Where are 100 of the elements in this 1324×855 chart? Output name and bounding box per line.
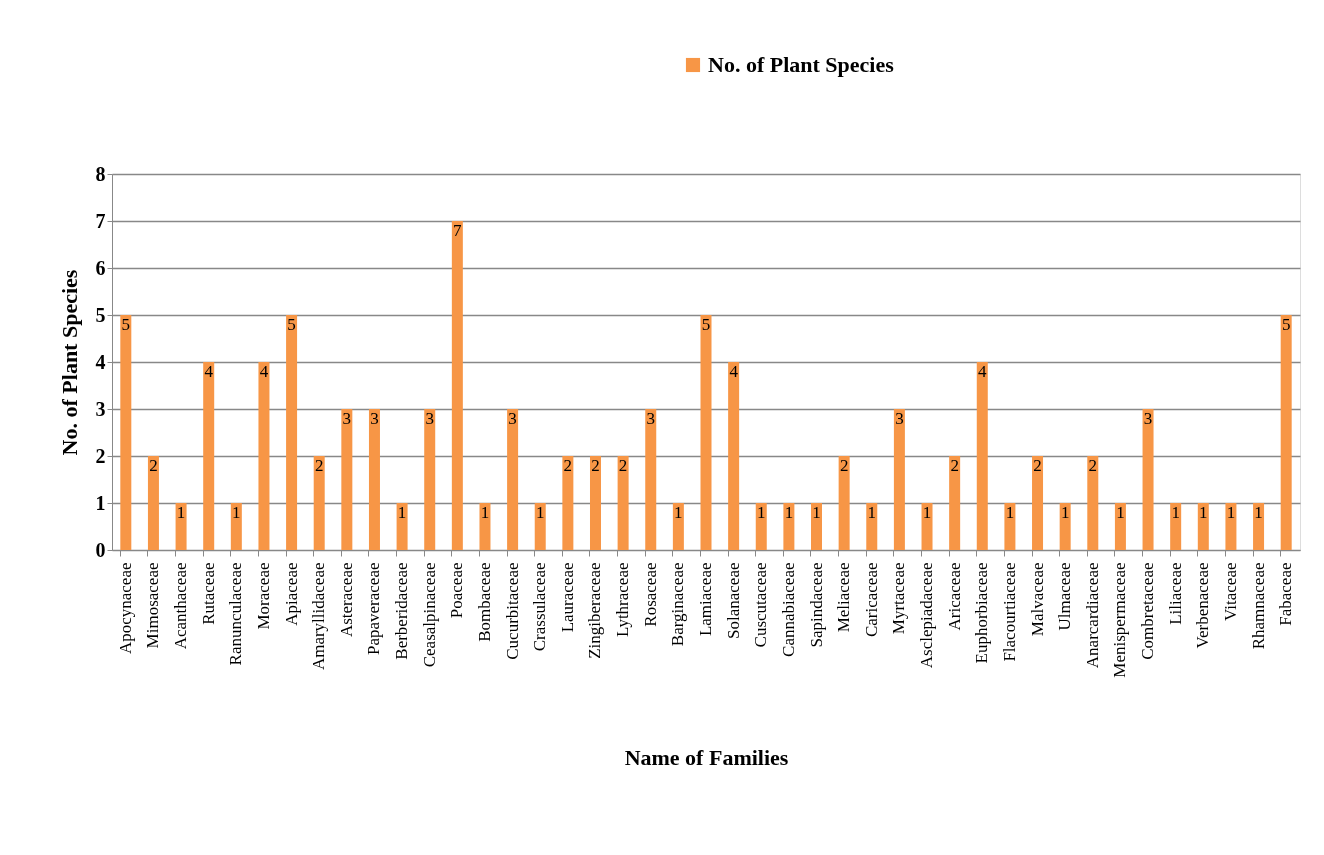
- data-label: 1: [1116, 503, 1125, 522]
- data-label: 1: [757, 503, 766, 522]
- bar: [368, 409, 380, 550]
- data-label: 1: [784, 503, 794, 522]
- x-tick-label: Meliaceae: [834, 562, 854, 633]
- y-tick-label: 2: [95, 444, 106, 467]
- x-tick-label: Barginaceae: [668, 562, 688, 647]
- y-axis-title: No. of Plant Species: [56, 269, 82, 456]
- y-tick-label: 8: [95, 162, 106, 185]
- data-label: 2: [1033, 456, 1042, 475]
- bar: [507, 409, 519, 550]
- bar: [147, 456, 159, 550]
- bar: [811, 503, 823, 550]
- x-tick-label: Crassulaceae: [530, 562, 550, 652]
- bar: [976, 362, 988, 550]
- bar: [120, 315, 132, 550]
- bar: [1225, 503, 1237, 550]
- data-label: 1: [812, 503, 821, 522]
- bar: [1280, 315, 1292, 550]
- x-tick-label: Asclepiadaceae: [917, 562, 937, 669]
- y-tick-label: 3: [95, 397, 106, 420]
- bar: [672, 503, 684, 550]
- data-label: 3: [425, 409, 434, 428]
- bar: [893, 409, 905, 550]
- x-tick-label: Ranunculaceae: [226, 562, 246, 666]
- data-label: 3: [895, 409, 904, 428]
- bar: [396, 503, 408, 550]
- bar: [534, 503, 546, 550]
- x-tick-label: Rosaceae: [640, 562, 660, 627]
- bar: [479, 503, 491, 550]
- x-tick-label: Anarcardiaceae: [1082, 562, 1102, 669]
- x-tick-label: Asteraceae: [336, 562, 356, 638]
- bar: [424, 409, 436, 550]
- x-tick-label: Mimosaceae: [143, 562, 163, 649]
- y-tick-label: 5: [95, 303, 106, 326]
- data-label: 1: [480, 503, 490, 522]
- data-label: 1: [232, 503, 241, 522]
- data-label: 5: [121, 315, 131, 334]
- data-label: 4: [259, 362, 269, 381]
- bar: [783, 503, 795, 550]
- data-label: 4: [204, 362, 214, 381]
- bar: [921, 503, 933, 550]
- x-tick-label: Cuscutaceae: [751, 562, 771, 648]
- x-tick-label: Myrtaceae: [889, 562, 909, 635]
- bar: [1142, 409, 1154, 550]
- bar: [1197, 503, 1209, 550]
- x-tick-label: Bombaceae: [474, 562, 494, 642]
- bar: [700, 315, 712, 550]
- x-tick-label: Cucurbitaceae: [502, 562, 522, 660]
- bar: [949, 456, 961, 550]
- data-label: 3: [646, 409, 655, 428]
- bar: [313, 456, 325, 550]
- data-label: 2: [950, 456, 959, 475]
- y-tick-label: 7: [95, 209, 106, 232]
- bar: [1170, 503, 1182, 550]
- x-tick-label: Amaryllidaceae: [309, 562, 329, 671]
- bar: [1087, 456, 1099, 550]
- x-tick-label: Berberidaceae: [392, 562, 412, 660]
- x-tick-label: Combretaceae: [1138, 562, 1158, 660]
- data-label: 1: [1005, 503, 1015, 522]
- data-label: 2: [563, 456, 573, 475]
- data-label: 7: [453, 221, 463, 240]
- data-label: 4: [729, 362, 739, 381]
- y-tick-label: 4: [95, 350, 106, 373]
- bar: [645, 409, 657, 550]
- data-label: 3: [1143, 409, 1153, 428]
- x-tick-label: Euphorbiaceae: [972, 562, 992, 664]
- data-label: 1: [1171, 503, 1180, 522]
- x-tick-label: Aricaceae: [944, 562, 964, 631]
- bar: [175, 503, 187, 550]
- x-tick-label: Solanaceae: [723, 562, 743, 639]
- bar: [286, 315, 298, 550]
- data-label: 2: [618, 456, 628, 475]
- x-tick-label: Flacourtiaceae: [999, 562, 1019, 662]
- bar: [1032, 456, 1044, 550]
- bar: [589, 456, 601, 550]
- x-tick-label: Rutaceae: [198, 562, 218, 625]
- bar: [728, 362, 740, 550]
- x-tick-label: Zingiberaceae: [585, 562, 605, 659]
- bar: [1253, 503, 1265, 550]
- data-label: 3: [342, 409, 352, 428]
- bar: [755, 503, 767, 550]
- x-tick-label: Acanthaceae: [171, 562, 191, 650]
- data-label: 1: [867, 503, 877, 522]
- data-label: 1: [535, 503, 545, 522]
- bar: [258, 362, 270, 550]
- x-axis-title: Name of Families: [624, 744, 789, 770]
- data-label: 4: [978, 362, 988, 381]
- y-tick-label: 6: [95, 256, 106, 279]
- data-label: 2: [149, 456, 158, 475]
- x-tick-label: Apiaceae: [281, 562, 301, 626]
- bar: [230, 503, 242, 550]
- data-label: 2: [314, 456, 324, 475]
- data-label: 3: [370, 409, 379, 428]
- bar: [617, 456, 629, 550]
- data-label: 1: [397, 503, 407, 522]
- data-label: 1: [674, 503, 683, 522]
- bar: [203, 362, 215, 550]
- data-label: 2: [839, 456, 849, 475]
- x-tick-label: Ulmaceae: [1055, 562, 1075, 631]
